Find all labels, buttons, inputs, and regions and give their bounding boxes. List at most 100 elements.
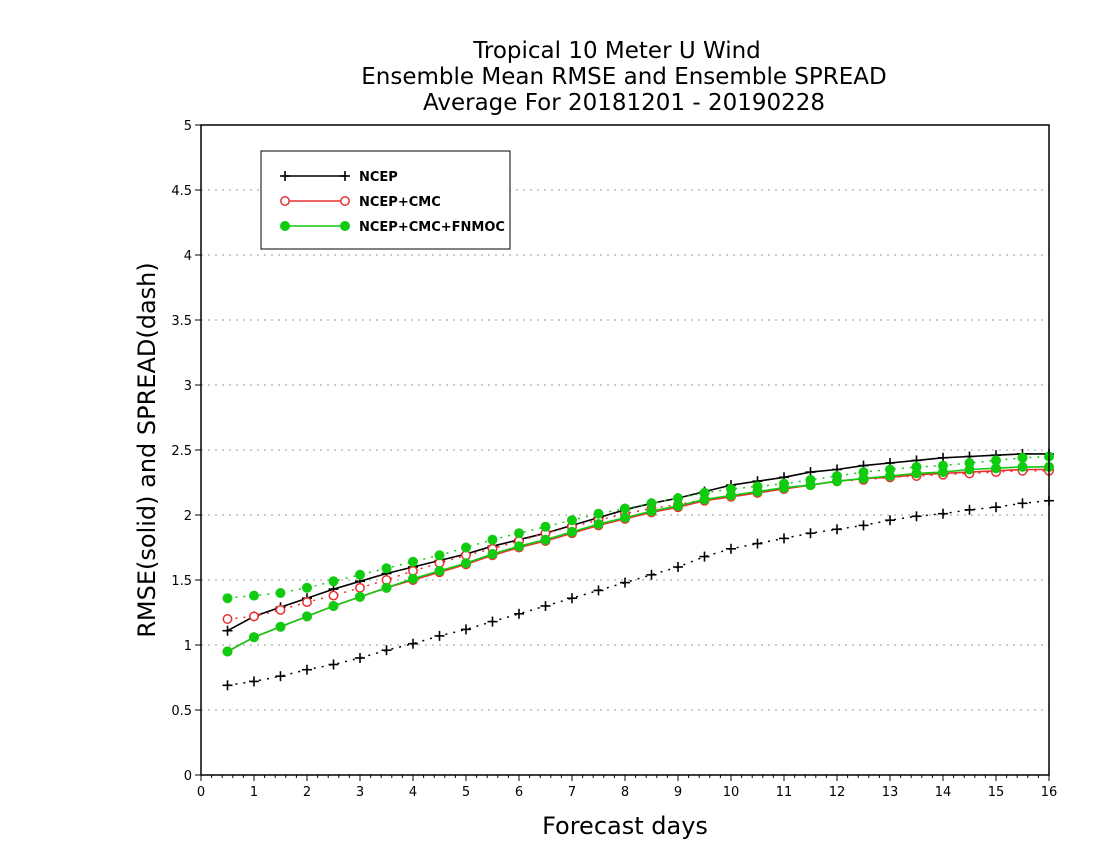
data-point-ncep-cmc-fnmoc-spread bbox=[408, 556, 418, 567]
data-point-ncep-cmc-fnmoc-spread bbox=[381, 563, 392, 574]
data-point-ncep-cmc-fnmoc-spread bbox=[355, 569, 365, 580]
y-tick-label: 2.5 bbox=[171, 444, 192, 459]
y-tick-label: 3 bbox=[184, 379, 192, 394]
legend: NCEP NCEP+CMC NCEP+CMC+FNMOC bbox=[260, 150, 511, 250]
data-point-ncep-cmc-fnmoc-spread bbox=[567, 515, 577, 526]
x-tick-label: 7 bbox=[568, 785, 576, 800]
x-tick-label: 10 bbox=[723, 785, 740, 800]
legend-label: NCEP+CMC+FNMOC bbox=[359, 220, 505, 235]
x-tick-label: 12 bbox=[829, 785, 846, 800]
data-point-ncep-cmc-fnmoc-spread bbox=[593, 508, 604, 519]
data-point-ncep-cmc-fnmoc-spread bbox=[726, 484, 736, 494]
data-point-ncep-cmc-fnmoc-spread bbox=[1017, 452, 1028, 463]
data-point-ncep-spread bbox=[540, 601, 551, 611]
data-point-ncep-cmc-fnmoc-rmse bbox=[540, 534, 551, 545]
data-point-ncep-spread bbox=[302, 664, 312, 675]
series-layer bbox=[222, 448, 1054, 691]
y-tick-label: 3.5 bbox=[171, 314, 192, 329]
data-point-ncep-cmc-fnmoc-spread bbox=[461, 542, 471, 553]
data-point-ncep-cmc-fnmoc-spread bbox=[911, 461, 922, 472]
y-tick-label: 0 bbox=[184, 769, 192, 784]
axis-tick-labels: 00.511.522.533.544.550 1 2 3 4 5 6 7 8 9 10 11 12 13 1… bbox=[171, 119, 1057, 800]
data-point-ncep-cmc-fnmoc-spread bbox=[805, 474, 816, 485]
data-point-ncep-spread bbox=[514, 608, 524, 619]
data-point-ncep-cmc-fnmoc-rmse bbox=[302, 611, 312, 622]
data-point-ncep-spread bbox=[699, 551, 710, 562]
data-point-ncep-cmc-fnmoc-spread bbox=[487, 534, 498, 545]
series-ncep-cmc-fnmoc-rmse bbox=[222, 461, 1054, 657]
y-tick-label: 5 bbox=[184, 119, 192, 134]
legend-marker bbox=[280, 221, 290, 231]
data-point-ncep-cmc-fnmoc-spread bbox=[991, 455, 1001, 466]
series-ncep-spread bbox=[222, 495, 1054, 691]
data-point-ncep-cmc-fnmoc-rmse bbox=[514, 541, 524, 552]
data-point-ncep-spread bbox=[991, 502, 1001, 513]
data-point-ncep-cmc-fnmoc-rmse bbox=[328, 601, 339, 611]
data-point-ncep-spread bbox=[408, 638, 418, 649]
data-point-ncep-cmc-fnmoc-rmse bbox=[1017, 461, 1028, 472]
data-point-ncep-rmse bbox=[222, 625, 233, 636]
legend-entries: NCEP NCEP+CMC NCEP+CMC+FNMOC bbox=[280, 170, 505, 235]
data-point-ncep-cmc-fnmoc-spread bbox=[673, 493, 683, 504]
legend-box bbox=[260, 150, 511, 250]
data-point-ncep-spread bbox=[593, 585, 604, 596]
data-point-ncep-spread bbox=[567, 593, 577, 604]
data-point-ncep-cmc-fnmoc-rmse bbox=[222, 646, 233, 657]
legend-marker bbox=[340, 196, 350, 206]
chart-title-line-1: Tropical 10 Meter U Wind bbox=[472, 38, 761, 64]
data-point-ncep-cmc-fnmoc-rmse bbox=[249, 632, 259, 643]
data-point-ncep-cmc-fnmoc-rmse bbox=[434, 565, 445, 576]
data-point-ncep-spread bbox=[275, 671, 286, 682]
grid-lines bbox=[201, 189, 1049, 711]
data-point-ncep-cmc-fnmoc-spread bbox=[646, 498, 657, 509]
data-point-ncep-spread bbox=[805, 528, 816, 539]
data-point-ncep-spread bbox=[222, 680, 233, 691]
data-point-ncep-cmc-fnmoc-spread bbox=[832, 471, 842, 481]
data-point-ncep-spread bbox=[461, 624, 471, 635]
data-point-ncep-cmc-fnmoc-rmse bbox=[408, 573, 418, 584]
data-point-ncep-cmc-fnmoc-spread bbox=[699, 487, 710, 498]
series-line-ncep-cmc-rmse bbox=[227, 468, 1049, 653]
data-point-ncep-cmc-fnmoc-spread bbox=[964, 458, 975, 468]
data-point-ncep-cmc-fnmoc-spread bbox=[434, 550, 445, 561]
data-point-ncep-cmc-spread bbox=[222, 614, 233, 624]
chart-title-line-2: Ensemble Mean RMSE and Ensemble SPREAD bbox=[361, 64, 886, 90]
data-point-ncep-cmc-fnmoc-spread bbox=[938, 460, 948, 471]
x-tick-label: 1 bbox=[250, 785, 258, 800]
x-tick-label: 8 bbox=[621, 785, 629, 800]
data-point-ncep-cmc-fnmoc-spread bbox=[752, 481, 763, 492]
data-point-ncep-cmc-fnmoc-rmse bbox=[487, 549, 498, 559]
y-tick-label: 1.5 bbox=[171, 574, 192, 589]
x-tick-label: 16 bbox=[1041, 785, 1058, 800]
data-point-ncep-cmc-fnmoc-rmse bbox=[275, 621, 286, 632]
legend-marker bbox=[280, 171, 290, 181]
data-point-ncep-spread bbox=[726, 543, 736, 554]
data-point-ncep-cmc-fnmoc-rmse bbox=[381, 582, 392, 593]
data-point-ncep-spread bbox=[646, 569, 657, 580]
y-tick-label: 0.5 bbox=[171, 704, 192, 719]
data-point-ncep-cmc-fnmoc-spread bbox=[222, 593, 233, 604]
x-tick-label: 11 bbox=[776, 785, 793, 800]
data-point-ncep-cmc-fnmoc-rmse bbox=[593, 519, 604, 530]
data-point-ncep-cmc-fnmoc-spread bbox=[328, 576, 339, 587]
data-point-ncep-cmc-fnmoc-spread bbox=[514, 528, 524, 539]
series-ncep-cmc-spread bbox=[222, 465, 1054, 624]
x-tick-label: 2 bbox=[303, 785, 311, 800]
legend-marker bbox=[340, 221, 350, 231]
data-point-ncep-spread bbox=[328, 659, 339, 670]
data-point-ncep-spread bbox=[620, 577, 630, 588]
data-point-ncep-cmc-spread bbox=[328, 590, 339, 601]
data-point-ncep-cmc-fnmoc-spread bbox=[249, 590, 259, 601]
series-ncep-cmc-rmse bbox=[222, 464, 1054, 657]
x-tick-label: 0 bbox=[197, 785, 205, 800]
y-tick-label: 4 bbox=[184, 249, 192, 264]
plot-frame bbox=[200, 124, 1050, 776]
y-axis-label: RMSE(solid) and SPREAD(dash) bbox=[133, 262, 161, 638]
legend-marker bbox=[340, 171, 350, 181]
x-tick-label: 14 bbox=[935, 785, 952, 800]
x-tick-label: 5 bbox=[462, 785, 470, 800]
data-point-ncep-spread bbox=[487, 616, 498, 627]
data-point-ncep-spread bbox=[858, 520, 869, 531]
legend-entry-ncep-cmc: NCEP+CMC bbox=[280, 195, 441, 210]
